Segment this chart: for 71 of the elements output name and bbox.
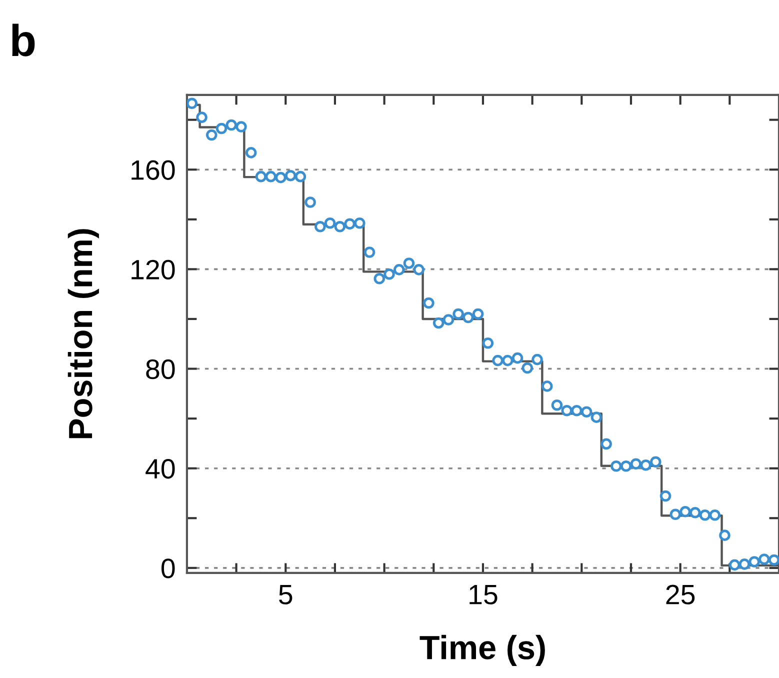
point <box>255 170 267 182</box>
point <box>186 98 198 110</box>
point <box>660 490 672 502</box>
point <box>492 354 504 366</box>
x-tick-label: 5 <box>279 585 292 604</box>
point <box>384 268 395 280</box>
point <box>284 170 296 182</box>
point <box>699 510 711 521</box>
point <box>472 308 484 320</box>
point <box>452 308 464 320</box>
point <box>748 556 760 568</box>
point <box>551 399 563 411</box>
point <box>640 459 652 471</box>
y-tick-label: 160 <box>132 160 175 180</box>
point <box>541 380 553 392</box>
point <box>580 406 592 418</box>
point <box>670 508 682 520</box>
x-tick-label: 25 <box>666 584 695 604</box>
point <box>236 121 247 132</box>
point <box>196 112 208 123</box>
point <box>275 172 286 184</box>
point <box>344 218 356 230</box>
point <box>324 217 336 229</box>
point <box>374 273 386 284</box>
point <box>680 506 691 518</box>
point <box>482 337 494 349</box>
point <box>226 119 238 131</box>
point <box>561 404 572 416</box>
x-axis-title: Time (s) <box>420 634 545 666</box>
chart-title: b <box>12 24 35 56</box>
point <box>709 510 721 521</box>
point <box>206 129 218 141</box>
point <box>738 558 750 570</box>
point <box>512 352 524 364</box>
point <box>364 246 376 258</box>
point <box>432 317 444 329</box>
point <box>758 554 770 565</box>
point <box>413 264 424 276</box>
point <box>532 354 543 366</box>
point <box>403 258 415 269</box>
point <box>571 404 582 416</box>
point <box>590 412 602 423</box>
x-tick-label: 15 <box>470 585 498 604</box>
point <box>393 264 405 276</box>
point <box>728 559 740 571</box>
point <box>620 460 632 472</box>
point <box>610 460 622 472</box>
point <box>294 170 306 182</box>
point <box>334 220 346 232</box>
point <box>245 147 257 158</box>
point <box>265 170 276 182</box>
point <box>630 458 642 470</box>
point <box>502 354 514 366</box>
point <box>216 122 228 134</box>
y-tick-label: 0 <box>161 558 175 578</box>
point <box>650 456 662 468</box>
point <box>719 530 730 541</box>
point <box>423 297 434 309</box>
y-tick-label: 120 <box>132 260 175 280</box>
y-tick-label: 40 <box>146 459 175 479</box>
y-axis-title: Position (nm) <box>68 229 99 438</box>
point <box>442 314 454 326</box>
point <box>304 196 316 208</box>
point <box>600 438 612 450</box>
point <box>314 220 326 232</box>
point <box>522 362 534 374</box>
point <box>462 312 474 324</box>
point <box>689 507 701 518</box>
point <box>768 554 779 566</box>
point <box>354 217 366 229</box>
y-tick-label: 80 <box>146 359 175 380</box>
